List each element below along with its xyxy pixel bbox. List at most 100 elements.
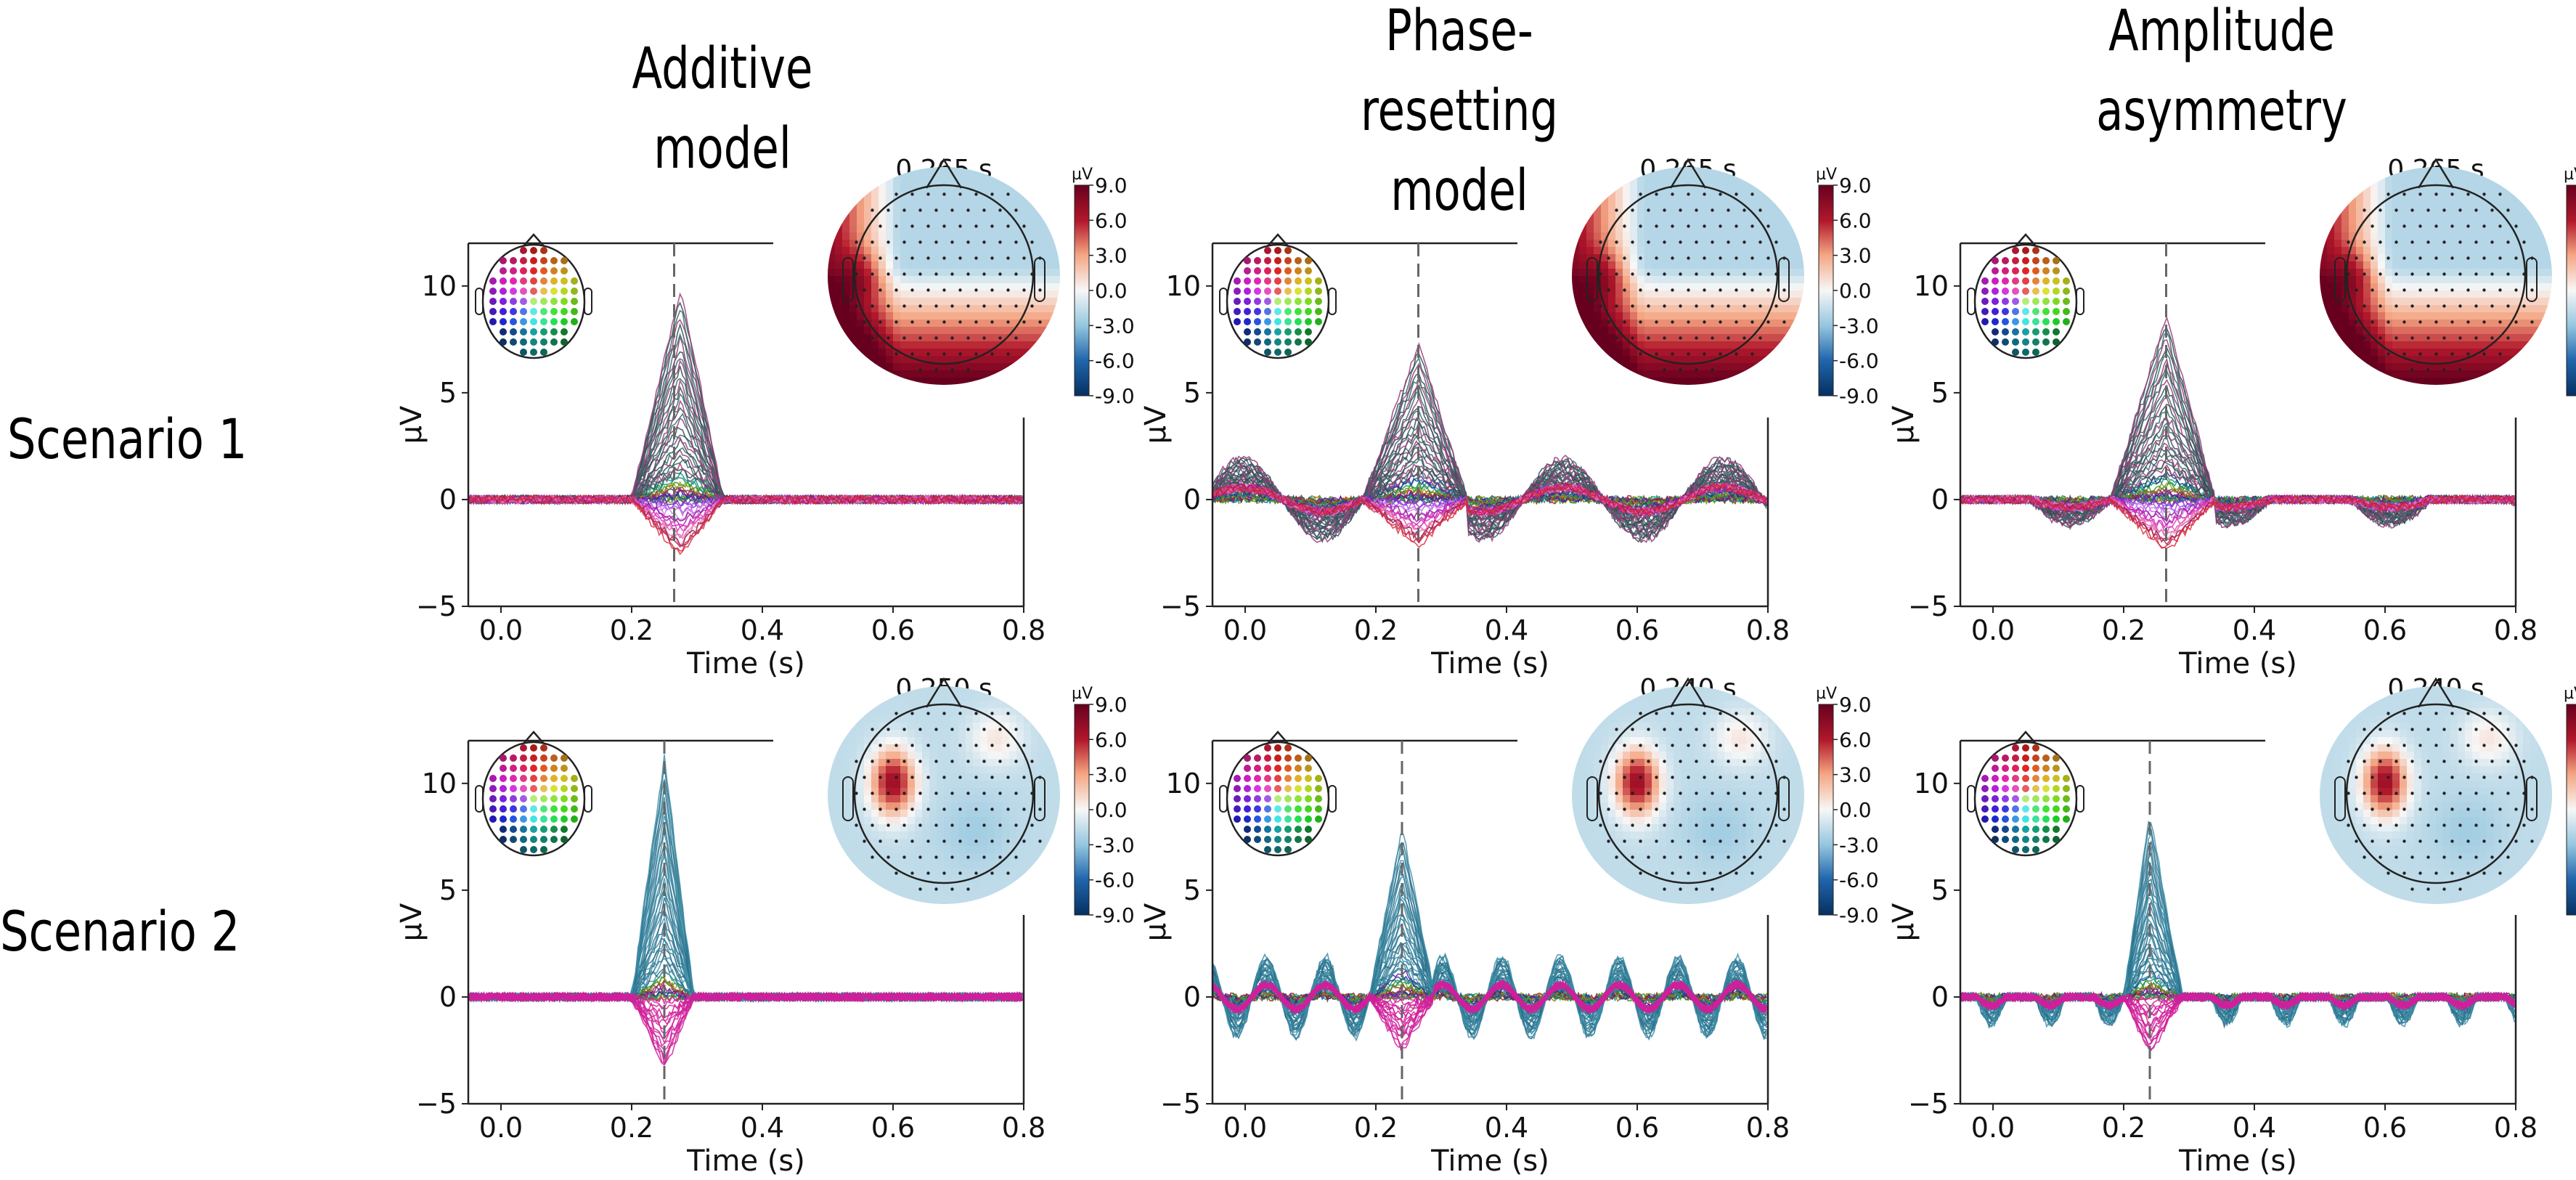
sensor-dot [561,257,568,264]
electrode-dot [1750,776,1753,778]
electrode-dot [1750,288,1753,291]
sensor-dot [2002,785,2009,792]
electrode-dot [2474,240,2477,243]
sensor-dot [510,328,517,335]
sensor-dot [1264,765,1271,772]
electrode-dot [1014,728,1017,731]
electrode-dot [998,336,1001,339]
electrode-dot [1014,304,1017,307]
electrode-dot [926,288,929,291]
sensor-dot [530,765,537,772]
sensor-dot [1254,288,1261,295]
electrode-dot [879,320,881,323]
sensor-dot [2012,277,2019,285]
electrode-dot [1679,823,1682,826]
electrode-dot [2442,208,2445,211]
electrode-dot [902,240,905,243]
electrode-dot [1743,304,1745,307]
sensor-dot [500,754,507,762]
sensor-dot [2002,775,2009,782]
electrode-dot [1623,224,1626,227]
ear-right-icon [584,288,592,314]
electrode-dot [2426,368,2429,371]
sensor-dot [540,257,547,264]
electrode-dot [1623,807,1626,810]
electrode-dot [1687,320,1690,323]
sensor-dot [1234,298,1241,305]
electrode-dot [1615,208,1618,211]
sensor-dot [510,308,517,315]
sensor-dot [550,805,558,813]
sensor-dot [489,775,497,782]
electrode-dot [2418,776,2421,778]
electrode-dot [1022,839,1025,842]
x-tick-label: 0.2 [610,1112,653,1144]
sensor-dot [489,277,497,285]
sensor-dot [2012,338,2019,346]
sensor-dot [1264,805,1271,813]
electrode-dot [910,288,913,291]
sensor-dot [561,328,568,335]
sensor-legend-head [1220,235,1336,358]
electrode-dot [863,320,865,323]
electrode-dot [855,304,857,307]
x-tick-label: 0.0 [1223,614,1267,646]
electrode-dot [934,792,937,794]
sensor-dot [2022,785,2029,792]
sensor-dot [530,318,537,325]
electrode-dot [2426,760,2429,762]
electrode-dot [2482,192,2485,195]
sensor-dot [2002,338,2009,346]
sensor-dot [2053,257,2060,264]
colorbar-tick-label: -3.0 [1095,833,1135,857]
electrode-dot [934,368,937,371]
sensor-dot [2042,775,2050,782]
electrode-dot [1679,760,1682,762]
electrode-dot [2450,744,2453,746]
electrode-dot [926,712,929,715]
sensor-dot [2012,318,2019,325]
x-axis-title: Time (s) [686,1144,805,1178]
x-tick-label: 0.0 [1971,614,2015,646]
electrode-dot [1719,320,1721,323]
sensor-dot [2042,318,2050,325]
electrode-dot [1687,712,1690,715]
electrode-dot [1719,224,1721,227]
sensor-dot [561,795,568,802]
electrode-dot [1639,320,1642,323]
electrode-dot [879,776,881,778]
channel-trace [468,898,1022,1001]
x-tick-label: 0.2 [610,614,653,646]
sensor-dot [500,318,507,325]
topomap: 0.265 s [1572,155,1805,386]
electrode-dot [1750,256,1753,259]
sensor-dot [510,288,517,295]
electrode-dot [2530,256,2533,259]
electrode-dot [1599,823,1602,826]
electrode-dot [2387,224,2389,227]
electrode-dot [1639,352,1642,355]
electrode-dot [2474,272,2477,275]
sensor-dot [1234,795,1241,802]
electrode-dot [1774,304,1777,307]
colorbar-tick-label: -3.0 [1095,314,1135,338]
sensor-dot [1264,288,1271,295]
sensor-dot [520,754,527,762]
electrode-dot [2402,288,2405,291]
sensor-dot [1244,298,1251,305]
electrode-dot [2434,807,2437,810]
sensor-dot [2032,815,2039,823]
electrode-dot [1766,224,1769,227]
electrode-dot [2387,352,2389,355]
sensor-dot [2053,754,2060,762]
electrode-dot [902,208,905,211]
electrode-dot [2498,744,2501,746]
y-tick-label: −5 [1160,1088,1201,1120]
electrode-dot [1727,760,1729,762]
sensor-dot [520,267,527,274]
electrode-dot [1623,839,1626,842]
sensor-dot [1295,267,1302,274]
sensor-dot [1274,765,1281,772]
sensor-dot [1284,795,1292,802]
